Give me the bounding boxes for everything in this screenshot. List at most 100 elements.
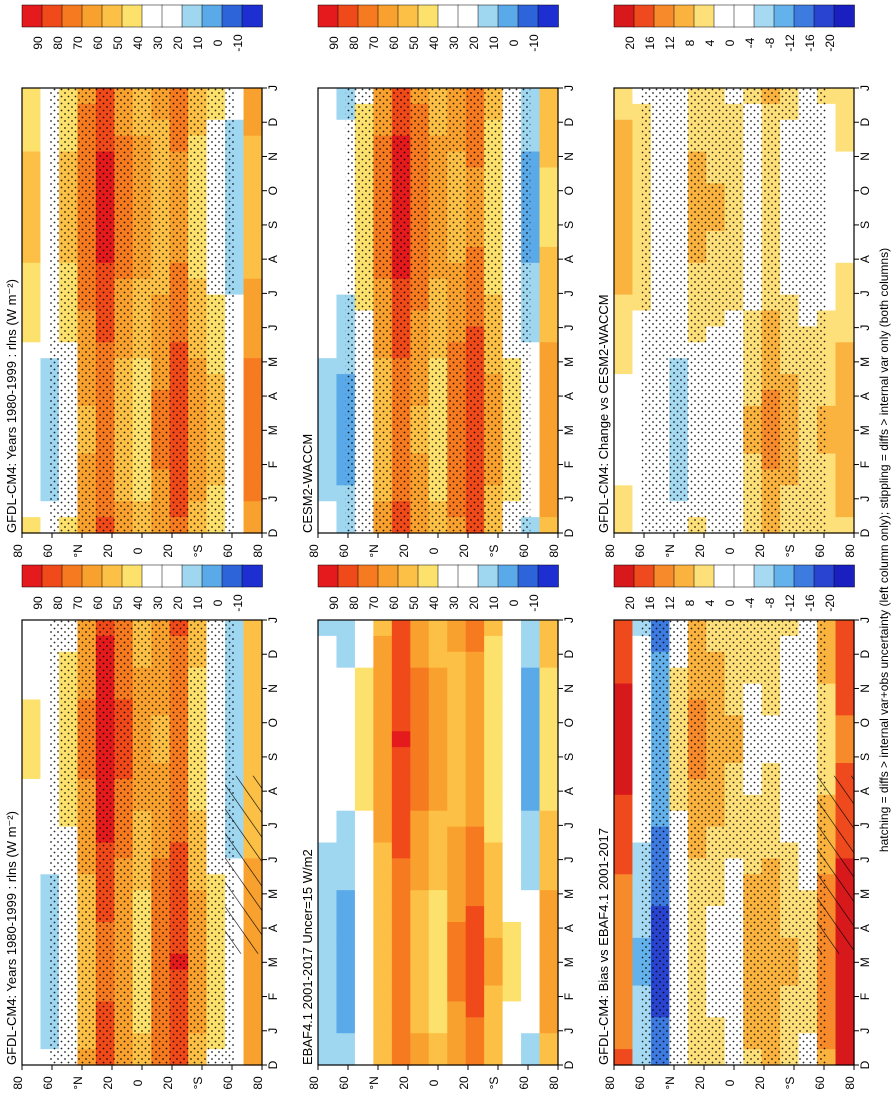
heat-cell [391,651,411,669]
heat-cell [835,517,855,534]
colorbar-tick-label: 10 [191,596,205,610]
heat-cell [410,1001,430,1018]
heat-cell [614,842,634,859]
month-tick-label: D [858,528,872,537]
heat-cell [521,1001,541,1018]
heat-cell [318,469,338,486]
colorbar-tick-label: 70 [71,596,85,610]
heat-cell [539,1001,559,1018]
heat-cell [318,517,338,534]
heat-cell [428,651,448,669]
colorbar-swatch [733,564,755,588]
colorbar-tick-label: 40 [131,596,145,610]
heat-cell [22,485,42,502]
heat-cell [22,858,42,875]
lat-tick-label: 60 [41,1076,55,1090]
colorbar-swatch [713,564,735,588]
heat-cell [243,389,263,407]
heat-cell [465,890,485,907]
heat-cell [428,842,448,859]
colorbar-tick-label: 90 [327,36,341,50]
panel-model-clim: D J F M A M J J A S O N D J 80 60 °N 20 0 20 °S 60 80 GFDL-CM4:… [4,564,280,1090]
month-tick-label: A [266,255,280,263]
colorbar-tick-label: 50 [111,36,125,50]
month-tick-label: J [266,290,280,296]
heat-cell [521,906,541,923]
month-tick-label: J [266,1028,280,1034]
colorbar-swatch [317,564,339,588]
heat-cell [391,1001,411,1018]
colorbar-swatch [673,4,695,28]
heat-cell [465,651,485,669]
heat-cell [22,1017,42,1034]
heat-cell [391,842,411,859]
month-tick-label: O [266,718,280,727]
heat-cell [614,437,634,455]
heat-cell [243,358,263,375]
panel-title: GFDL-CM4: Change vs CESM2-WACCM [596,294,611,533]
heat-cell [318,437,338,455]
colorbar-swatch [497,4,519,28]
heat-cell [428,683,448,701]
heat-cell [447,794,467,812]
heat-cell [336,794,356,812]
heat-cell [521,969,541,987]
colorbar-tick-label: 60 [387,596,401,610]
colorbar-tick-label: 40 [427,596,441,610]
heat-cell [539,985,559,1003]
colorbar-tick-label: 40 [131,36,145,50]
heat-cell [521,842,541,859]
heat-cell [835,199,855,216]
heat-cell [502,715,522,732]
heat-cell [318,405,338,423]
heat-cell [428,763,448,780]
heat-cell [318,151,338,169]
heat-cell [410,667,430,685]
heat-cell [318,262,338,280]
month-tick-label: J [858,85,872,91]
heat-cell [22,135,42,153]
heat-cell [22,421,42,439]
colorbar-tick-label: 70 [367,596,381,610]
heat-cell [539,937,559,955]
heat-cell [336,731,356,748]
colorbar-swatch [221,4,243,28]
heat-cell [835,620,855,637]
heat-cell [835,310,855,327]
colorbar-tick-label: 0 [507,39,521,46]
heat-cell [484,683,504,701]
colorbar-swatch [517,564,539,588]
lat-tick-label: 80 [547,544,561,558]
colorbar-tick-label: -4 [743,597,757,608]
heat-cell [614,262,634,280]
heat-cell [318,389,338,407]
heat-cell [521,683,541,701]
heat-cell [373,699,393,716]
heat-cell [243,485,263,502]
heat-cell [22,763,42,780]
heat-cell [614,342,634,359]
heat-cell [502,937,522,955]
colorbar-swatch [793,4,815,28]
heat-cell [835,358,855,375]
heat-cell [391,906,411,923]
heat-cell [318,342,338,359]
heat-cell [318,1049,338,1066]
heat-cell [502,747,522,764]
heat-cell [354,1033,374,1050]
heat-cell [22,906,42,923]
colorbar-swatch [101,564,123,588]
heat-cell [614,985,634,1003]
heat-cell [243,731,263,748]
heat-cell [354,1001,374,1018]
heat-cell [502,921,522,939]
heat-cell [22,103,42,121]
colorbar-tick-label: 70 [367,36,381,50]
heat-cell [22,231,42,248]
heat-cell [373,937,393,955]
heat-cell [447,921,467,939]
heat-cell [428,635,448,653]
heat-cell [318,937,338,955]
heat-cell [22,937,42,955]
colorbar-swatch [201,4,223,28]
